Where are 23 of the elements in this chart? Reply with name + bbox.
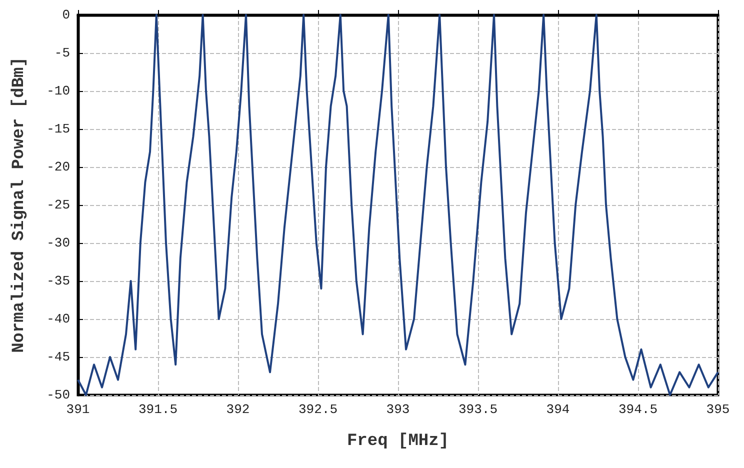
y-tick-label: -35 bbox=[46, 274, 70, 288]
x-tick-label: 391 bbox=[66, 402, 90, 417]
line-series bbox=[77, 14, 719, 396]
x-tick-label: 394 bbox=[546, 402, 570, 417]
y-tick-label: -20 bbox=[46, 160, 70, 174]
y-tick-label: -25 bbox=[46, 198, 70, 212]
y-tick-label: -5 bbox=[54, 46, 70, 60]
y-tick-label: -30 bbox=[46, 236, 70, 250]
y-tick-label: -10 bbox=[46, 84, 70, 98]
y-tick-label: -50 bbox=[46, 388, 70, 402]
x-tick-label: 391.5 bbox=[138, 402, 178, 417]
y-tick-label: -45 bbox=[46, 350, 70, 364]
y-axis-title: Normalized Signal Power [dBm] bbox=[10, 57, 29, 353]
x-tick-label: 395 bbox=[706, 402, 730, 417]
y-tick-label: 0 bbox=[62, 8, 70, 22]
x-tick-label: 393 bbox=[386, 402, 410, 417]
y-tick-label: -15 bbox=[46, 122, 70, 136]
x-tick-label: 392 bbox=[226, 402, 250, 417]
x-tick-label: 392.5 bbox=[298, 402, 338, 417]
x-tick-label: 393.5 bbox=[458, 402, 498, 417]
x-tick-label: 394.5 bbox=[618, 402, 658, 417]
x-axis-title: Freq [MHz] bbox=[346, 432, 450, 451]
y-tick-label: -40 bbox=[46, 312, 70, 326]
